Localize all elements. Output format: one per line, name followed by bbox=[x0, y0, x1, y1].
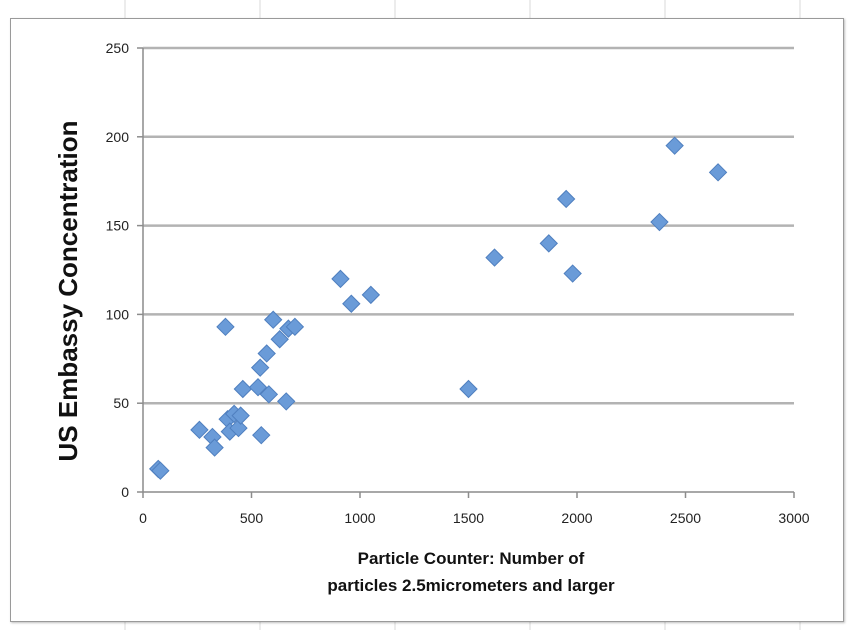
data-point[interactable] bbox=[331, 269, 350, 289]
data-point[interactable] bbox=[342, 294, 361, 313]
data-point[interactable] bbox=[248, 378, 268, 397]
data-point[interactable] bbox=[151, 461, 170, 480]
data-point[interactable] bbox=[229, 418, 248, 438]
data-point[interactable] bbox=[361, 285, 381, 305]
chart-area[interactable]: 0 50 100 150 200 250 0 500 1000 1500 2000 2500 3000… bbox=[10, 18, 844, 622]
x-tick-label: 2000 bbox=[561, 510, 592, 526]
y-tick-label: 250 bbox=[106, 40, 130, 56]
data-points bbox=[148, 136, 728, 480]
x-axis-label-line-1: Particle Counter: Number of bbox=[358, 549, 585, 568]
data-point[interactable] bbox=[556, 189, 576, 209]
data-point[interactable] bbox=[257, 344, 276, 363]
data-point[interactable] bbox=[539, 234, 558, 253]
data-point[interactable] bbox=[252, 425, 271, 445]
data-point[interactable] bbox=[263, 310, 283, 329]
x-tick-label: 500 bbox=[240, 510, 264, 526]
data-point[interactable] bbox=[270, 330, 289, 349]
data-point[interactable] bbox=[216, 317, 235, 337]
data-point[interactable] bbox=[259, 385, 279, 404]
data-point[interactable] bbox=[233, 379, 253, 399]
data-point[interactable] bbox=[231, 406, 250, 425]
x-tick-label: 3000 bbox=[778, 510, 809, 526]
data-point[interactable] bbox=[650, 212, 669, 232]
data-point[interactable] bbox=[459, 379, 478, 399]
x-tick-label: 1000 bbox=[344, 510, 375, 526]
data-point[interactable] bbox=[190, 420, 209, 440]
data-point[interactable] bbox=[665, 136, 684, 155]
x-tick-label: 0 bbox=[139, 510, 147, 526]
x-tick-label: 2500 bbox=[670, 510, 701, 526]
gridlines bbox=[143, 46, 794, 405]
y-tick-labels: 0 50 100 150 200 250 bbox=[106, 40, 130, 500]
data-point[interactable] bbox=[485, 248, 504, 267]
data-point[interactable] bbox=[277, 392, 296, 411]
data-point[interactable] bbox=[708, 163, 728, 182]
data-point[interactable] bbox=[205, 438, 224, 457]
x-tick-labels: 0 500 1000 1500 2000 2500 3000 bbox=[139, 510, 810, 526]
y-tick-label: 0 bbox=[121, 484, 129, 500]
axes bbox=[137, 47, 795, 498]
y-tick-label: 50 bbox=[113, 395, 129, 411]
data-point[interactable] bbox=[285, 317, 305, 337]
data-point[interactable] bbox=[563, 264, 582, 283]
data-point[interactable] bbox=[250, 358, 270, 377]
x-tick-label: 1500 bbox=[453, 510, 484, 526]
y-tick-label: 100 bbox=[106, 306, 130, 322]
y-tick-label: 200 bbox=[106, 129, 130, 145]
scatter-plot: 0 50 100 150 200 250 0 500 1000 1500 2000 2500 3000… bbox=[53, 40, 810, 595]
y-tick-label: 150 bbox=[106, 218, 130, 234]
y-axis-label: US Embassy Concentration bbox=[53, 121, 83, 462]
x-axis-label-line-2: particles 2.5micrometers and larger bbox=[327, 576, 615, 595]
